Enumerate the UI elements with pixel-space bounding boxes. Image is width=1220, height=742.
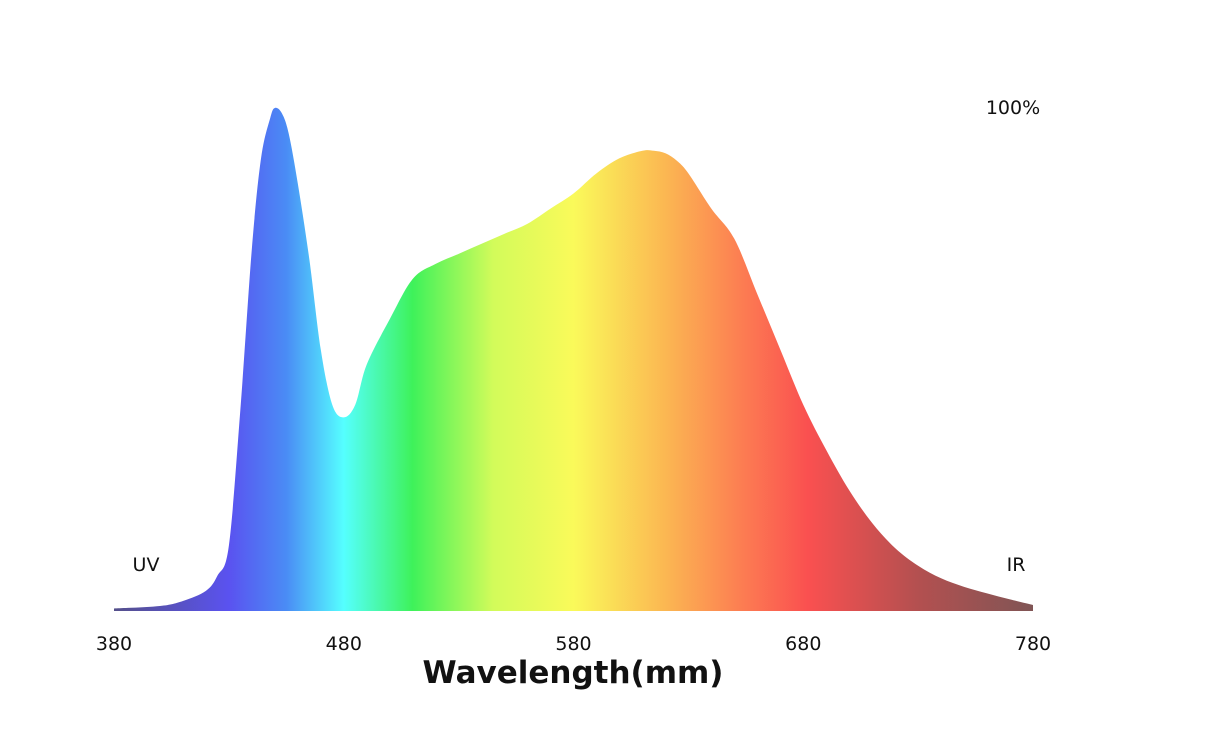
- x-tick-label-780: 780: [1015, 633, 1051, 655]
- x-axis-title: Wavelength(mm): [423, 655, 724, 691]
- x-tick-label-680: 680: [785, 633, 821, 655]
- top-percent-label: 100%: [986, 97, 1040, 119]
- ir-label: IR: [1007, 554, 1026, 576]
- x-tick-label-380: 380: [96, 633, 132, 655]
- x-tick-label-480: 480: [326, 633, 362, 655]
- plot-area: [114, 107, 1033, 612]
- x-axis-ticks: 380 480 580 680 780: [96, 633, 1051, 655]
- x-tick-label-580: 580: [555, 633, 591, 655]
- uv-label: UV: [133, 554, 160, 576]
- spectrum-area: [114, 107, 1033, 612]
